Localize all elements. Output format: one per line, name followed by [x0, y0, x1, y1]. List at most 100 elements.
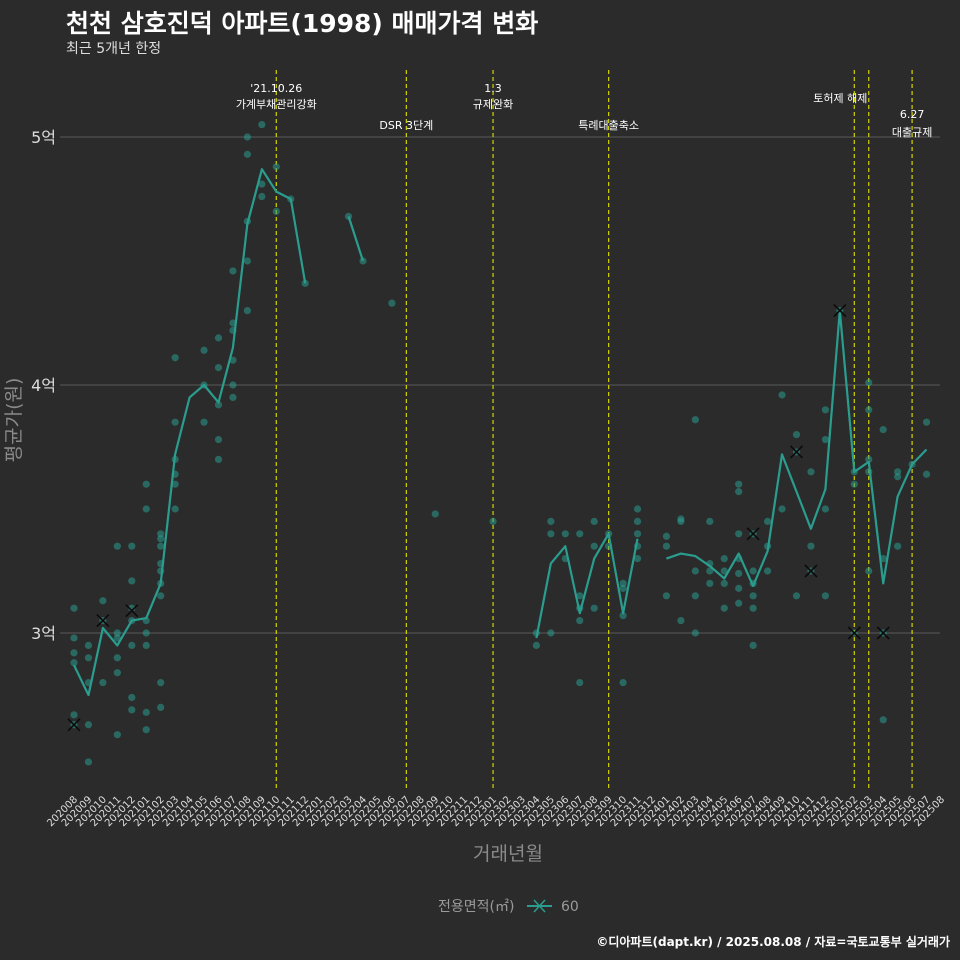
data-point: [590, 517, 598, 526]
series-line: [535, 532, 639, 639]
data-point: [865, 406, 873, 414]
data-point: [157, 530, 165, 538]
cross-marker: [67, 718, 81, 732]
source-caption: ©디아파트(dapt.kr) / 2025.08.08 / 자료=국토교통부 실…: [596, 935, 950, 949]
data-point: [547, 517, 555, 526]
data-point: [272, 163, 280, 171]
data-point: [850, 480, 858, 488]
data-point: [922, 418, 931, 426]
data-point: [128, 641, 136, 650]
grid-lines: [60, 136, 940, 634]
data-point: [532, 641, 541, 650]
data-point: [70, 711, 78, 719]
cross-marker: [847, 626, 861, 640]
data-point: [157, 542, 165, 550]
data-point: [821, 592, 830, 600]
annotation-text: 가계부채관리강화: [236, 98, 317, 111]
data-point: [113, 629, 121, 637]
data-point: [214, 435, 223, 444]
data-point: [662, 532, 671, 540]
data-point: [619, 579, 627, 588]
cross-marker: [125, 604, 139, 618]
data-point: [171, 418, 179, 426]
data-point: [879, 426, 887, 434]
data-point: [619, 679, 627, 687]
data-point: [171, 505, 179, 513]
data-point: [99, 597, 107, 605]
data-point: [200, 346, 208, 354]
data-point: [576, 679, 584, 687]
data-point: [214, 455, 223, 463]
data-point: [749, 567, 757, 575]
x-tick-labels: 2020082020092020102020112020122021012021…: [45, 794, 947, 829]
data-point: [735, 599, 743, 607]
data-point: [229, 393, 237, 401]
data-point: [258, 121, 266, 129]
data-point: [142, 641, 150, 650]
data-point: [706, 579, 714, 588]
data-point: [113, 731, 121, 739]
data-point: [243, 257, 251, 265]
data-point: [142, 726, 150, 734]
data-point: [214, 364, 223, 372]
y-axis-label: 평균가(원): [3, 378, 25, 463]
data-point: [70, 604, 78, 612]
data-point: [157, 535, 165, 543]
data-point: [113, 669, 121, 677]
legend-cross-icon: [533, 899, 546, 913]
y-tick-label: 5억: [31, 128, 56, 147]
data-point: [922, 470, 931, 478]
annotation-text: 1.3: [484, 82, 502, 95]
data-point: [142, 505, 150, 513]
data-point: [128, 577, 136, 585]
data-point: [865, 378, 873, 387]
data-point: [821, 505, 830, 513]
data-point: [157, 703, 165, 712]
data-point: [128, 542, 136, 550]
data-point: [821, 406, 830, 414]
data-point: [243, 307, 251, 315]
data-point: [865, 567, 873, 575]
legend: 전용면적(㎡) 60: [438, 899, 579, 915]
data-point: [735, 569, 743, 578]
data-point: [489, 517, 497, 526]
cross-marker: [789, 445, 804, 459]
data-point: [792, 592, 801, 600]
data-point: [764, 517, 772, 526]
annotation-text: '21.10.26: [250, 82, 302, 95]
data-point: [590, 604, 598, 612]
data-point: [764, 567, 772, 575]
data-point: [894, 468, 902, 476]
policy-lines: [275, 70, 913, 790]
data-point: [142, 629, 150, 637]
x-axis-label: 거래년월: [473, 843, 543, 865]
data-point: [894, 473, 902, 481]
annotation-text: 대출규제: [892, 126, 932, 139]
data-point: [576, 530, 584, 538]
y-tick-labels: 3억 4억 5억: [31, 128, 56, 643]
data-point: [778, 505, 786, 513]
data-point: [749, 604, 757, 612]
data-point: [619, 584, 627, 592]
data-point: [691, 567, 699, 575]
data-point: [677, 617, 685, 625]
data-point: [691, 629, 699, 637]
data-point: [70, 649, 78, 657]
data-point: [113, 542, 121, 550]
data-point: [792, 431, 801, 439]
data-point: [243, 133, 251, 141]
series-line: [347, 216, 365, 262]
data-point: [258, 180, 266, 188]
data-point: [84, 721, 93, 729]
data-point: [662, 592, 671, 600]
series-line: [666, 309, 928, 587]
data-point: [84, 758, 93, 766]
chart-subtitle: 최근 5개년 한정: [66, 41, 162, 57]
data-point: [84, 641, 93, 650]
annotation-text: 규제완화: [473, 98, 513, 111]
data-point: [258, 192, 266, 201]
data-point: [735, 584, 743, 592]
data-point: [128, 693, 136, 702]
data-point: [388, 299, 396, 307]
